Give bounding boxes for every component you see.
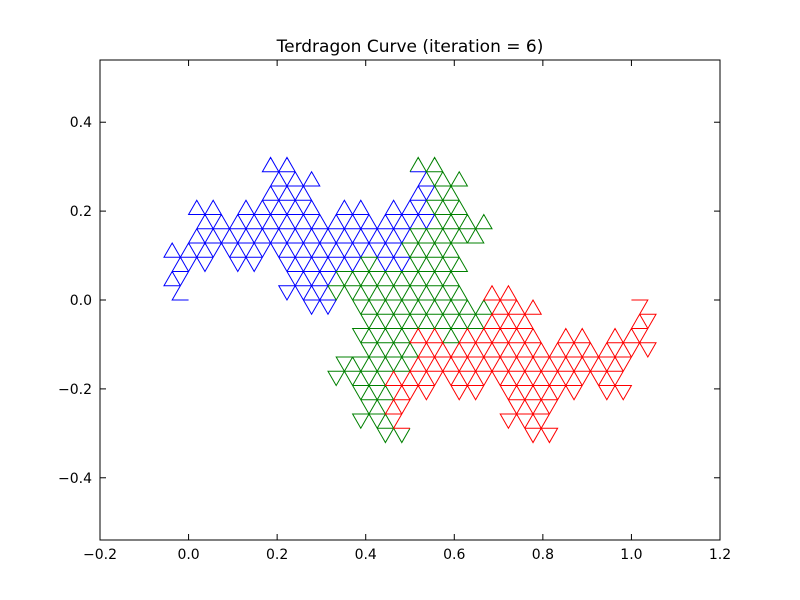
x-tick-label: 0.6: [443, 547, 465, 563]
y-tick-label: 0.4: [70, 115, 92, 131]
ticks-layer: −0.2 0.0 0.2 0.4 0.6 0.8 1.0 1.2 −0.4 −0.2 0.0 0.2 0…: [58, 60, 731, 563]
y-tick-label: 0.0: [70, 293, 92, 309]
y-tick-label: −0.4: [58, 471, 92, 487]
x-tick-label: 0.8: [532, 547, 554, 563]
curve-series-2: [327, 156, 493, 444]
x-tick-label: 1.2: [709, 547, 731, 563]
curve-series-1: [163, 156, 436, 316]
curve-series-3: [384, 284, 657, 444]
x-tick-label: 0.4: [355, 547, 377, 563]
x-tick-label: 0.0: [177, 547, 199, 563]
series-layer: [163, 156, 657, 444]
x-tick-label: 1.0: [620, 547, 642, 563]
x-tick-label: 0.2: [266, 547, 288, 563]
y-tick-label: 0.2: [70, 204, 92, 220]
chart-title: Terdragon Curve (iteration = 6): [276, 37, 544, 57]
y-tick-label: −0.2: [58, 382, 92, 398]
x-tick-label: −0.2: [83, 547, 117, 563]
